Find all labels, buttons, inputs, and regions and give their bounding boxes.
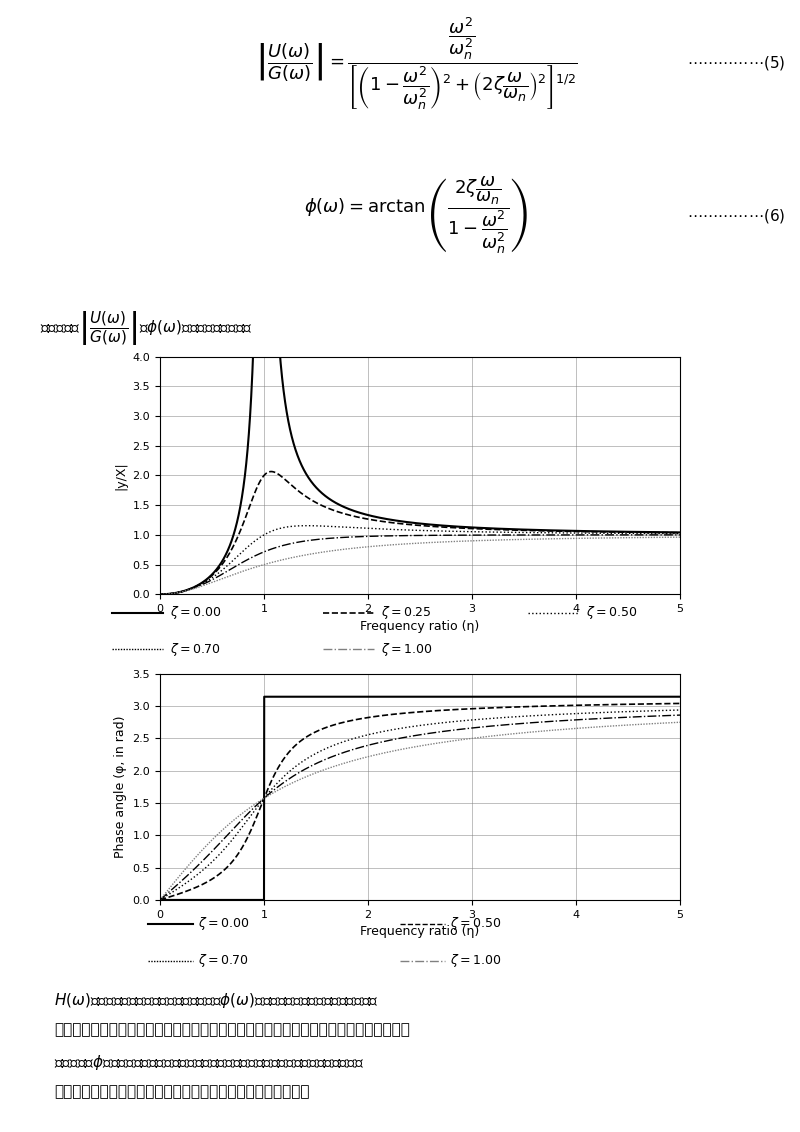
Text: $\zeta = 0.25$: $\zeta = 0.25$ xyxy=(381,604,431,621)
Text: $\zeta = 1.00$: $\zeta = 1.00$ xyxy=(381,641,432,658)
X-axis label: Frequency ratio (η): Frequency ratio (η) xyxy=(360,619,480,633)
Text: 下面给出了$\left|\dfrac{U(\omega)}{G(\omega)}\right|$与$\phi(\omega)$关于频率比的图像：: 下面给出了$\left|\dfrac{U(\omega)}{G(\omega)}… xyxy=(40,309,253,348)
Text: $\cdots\cdots\cdots\cdots\cdots(6)$: $\cdots\cdots\cdots\cdots\cdots(6)$ xyxy=(686,206,786,224)
Y-axis label: Phase angle (φ, in rad): Phase angle (φ, in rad) xyxy=(114,715,127,858)
Text: $\phi(\omega) = \arctan\left(\dfrac{2\zeta\dfrac{\omega}{\omega_n}}{1 - \dfrac{\: $\phi(\omega) = \arctan\left(\dfrac{2\ze… xyxy=(304,175,528,256)
Text: $\zeta = 0.00$: $\zeta = 0.00$ xyxy=(170,604,221,621)
Y-axis label: |y/X|: |y/X| xyxy=(114,461,127,490)
Text: 现象。相角$\phi$实际是反映结构体系位移相对于动力荷载的反应滞后时间，从下图可以发现，: 现象。相角$\phi$实际是反映结构体系位移相对于动力荷载的反应滞后时间，从下图… xyxy=(54,1053,365,1072)
Text: 频率比越大，即外荷载作用的越快，动力反应的滞后时间越长。: 频率比越大，即外荷载作用的越快，动力反应的滞后时间越长。 xyxy=(54,1084,310,1099)
Text: 体系的动力反应（位移、速度、加速度）一定要滞后动力荷载一段时间，即存在反应滞后: 体系的动力反应（位移、速度、加速度）一定要滞后动力荷载一段时间，即存在反应滞后 xyxy=(54,1022,410,1037)
Text: $\zeta = 0.00$: $\zeta = 0.00$ xyxy=(198,916,250,933)
X-axis label: Frequency ratio (η): Frequency ratio (η) xyxy=(360,925,480,938)
Text: $\zeta = 1.00$: $\zeta = 1.00$ xyxy=(450,952,502,969)
Text: $\zeta = 0.50$: $\zeta = 0.50$ xyxy=(586,604,637,621)
Text: $\zeta = 0.70$: $\zeta = 0.70$ xyxy=(198,952,249,969)
Text: $\cdots\cdots\cdots\cdots\cdots(5)$: $\cdots\cdots\cdots\cdots\cdots(5)$ xyxy=(686,54,786,72)
Text: $\zeta = 0.70$: $\zeta = 0.70$ xyxy=(170,641,220,658)
Text: $\zeta = 0.50$: $\zeta = 0.50$ xyxy=(450,916,502,933)
Text: $\left|\dfrac{U(\omega)}{G(\omega)}\right| = \dfrac{\dfrac{\omega^2}{\omega_n^2}: $\left|\dfrac{U(\omega)}{G(\omega)}\righ… xyxy=(254,15,578,112)
Text: $H(\omega)$为复频反应函数，也叫传递函数。相角$\phi(\omega)$的含义，在动力荷载作用下，有阻尼: $H(\omega)$为复频反应函数，也叫传递函数。相角$\phi(\omega… xyxy=(54,992,379,1010)
